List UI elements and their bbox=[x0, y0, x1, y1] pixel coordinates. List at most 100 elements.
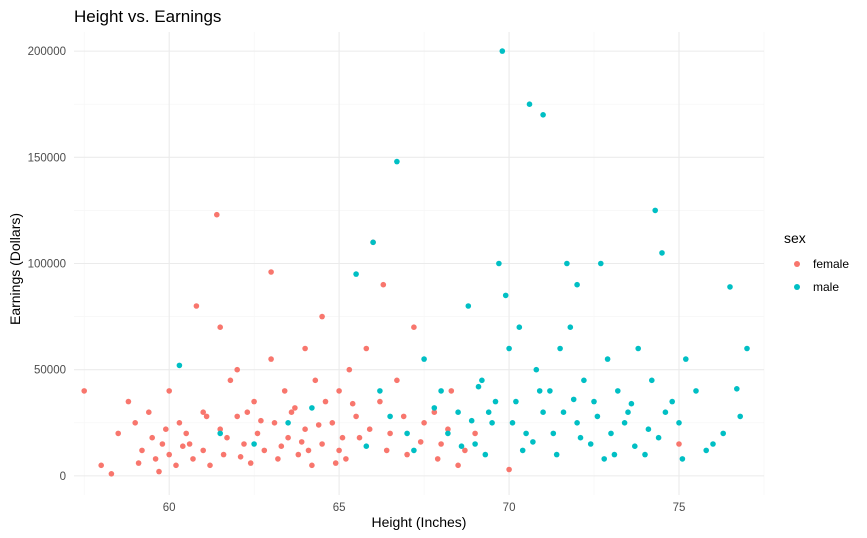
data-point-female bbox=[387, 430, 393, 437]
data-point-female bbox=[203, 413, 210, 420]
data-point-male bbox=[547, 388, 553, 394]
data-point-female bbox=[383, 447, 390, 454]
data-point-female bbox=[322, 398, 329, 405]
data-point-female bbox=[156, 468, 162, 475]
data-point-female bbox=[98, 462, 104, 469]
data-point-male bbox=[431, 405, 438, 411]
data-point-female bbox=[237, 454, 244, 460]
data-point-female bbox=[268, 269, 274, 275]
y-axis-ticks: 0 50000 100000 150000 200000 bbox=[28, 46, 66, 483]
data-point-male bbox=[353, 271, 359, 277]
data-point-male bbox=[744, 345, 750, 352]
data-point-male bbox=[727, 284, 733, 290]
data-point-male bbox=[574, 281, 580, 288]
legend-label-male: male bbox=[813, 280, 839, 294]
data-point-female bbox=[339, 434, 346, 441]
data-point-male bbox=[496, 260, 502, 267]
data-point-male bbox=[604, 356, 611, 362]
data-point-male bbox=[676, 420, 682, 426]
data-point-male bbox=[533, 366, 540, 373]
data-point-female bbox=[261, 447, 268, 454]
data-point-female bbox=[319, 441, 325, 447]
data-point-male bbox=[540, 112, 546, 118]
data-point-male bbox=[404, 430, 410, 437]
data-point-female bbox=[125, 398, 132, 405]
data-point-female bbox=[190, 456, 196, 462]
data-point-female bbox=[455, 462, 461, 469]
data-point-female bbox=[295, 451, 302, 458]
data-point-male bbox=[635, 345, 641, 352]
data-point-male bbox=[679, 456, 686, 462]
data-point-male bbox=[567, 324, 574, 331]
data-point-female bbox=[241, 441, 247, 447]
x-tick-label: 60 bbox=[163, 502, 176, 514]
data-point-female bbox=[431, 409, 438, 416]
x-tick-label: 65 bbox=[333, 502, 346, 514]
data-point-male bbox=[516, 324, 523, 331]
data-point-male bbox=[734, 386, 740, 392]
data-point-female bbox=[445, 426, 451, 433]
x-axis-title: Height (Inches) bbox=[372, 514, 467, 530]
data-point-male bbox=[553, 451, 560, 458]
data-point-male bbox=[526, 101, 533, 107]
data-point-male bbox=[499, 48, 506, 54]
data-point-female bbox=[349, 400, 356, 407]
data-point-male bbox=[574, 420, 580, 426]
data-point-male bbox=[370, 239, 376, 246]
data-point-male bbox=[472, 441, 478, 447]
data-point-male bbox=[659, 250, 665, 256]
data-point-male bbox=[577, 434, 584, 441]
data-point-female bbox=[363, 345, 370, 352]
data-point-male bbox=[506, 345, 512, 352]
data-point-female bbox=[421, 420, 427, 426]
data-point-male bbox=[411, 447, 417, 454]
y-tick-label: 50000 bbox=[34, 365, 66, 377]
legend-key-female bbox=[794, 261, 800, 267]
data-point-female bbox=[152, 456, 159, 462]
data-point-female bbox=[227, 377, 234, 384]
data-point-female bbox=[332, 460, 339, 466]
data-point-male bbox=[669, 398, 675, 405]
data-point-male bbox=[536, 388, 543, 394]
data-point-female bbox=[336, 447, 342, 454]
data-point-female bbox=[217, 324, 223, 331]
data-point-female bbox=[180, 443, 186, 450]
data-point-female bbox=[115, 430, 121, 437]
data-point-female bbox=[163, 426, 169, 433]
data-point-male bbox=[632, 443, 638, 450]
data-point-male bbox=[550, 430, 557, 437]
data-point-male bbox=[621, 420, 628, 426]
grid bbox=[74, 32, 765, 495]
chart-title: Height vs. Earnings bbox=[74, 7, 221, 26]
data-point-female bbox=[220, 451, 227, 458]
data-point-female bbox=[285, 434, 291, 441]
data-point-male bbox=[645, 426, 652, 433]
data-point-female bbox=[346, 366, 353, 373]
data-point-female bbox=[356, 434, 363, 441]
legend-label-female: female bbox=[813, 257, 849, 271]
y-tick-label: 150000 bbox=[28, 152, 66, 164]
data-point-female bbox=[281, 388, 288, 394]
data-point-female bbox=[411, 324, 417, 331]
data-point-male bbox=[421, 356, 427, 362]
legend: sex female male bbox=[784, 230, 849, 294]
data-point-male bbox=[628, 400, 635, 407]
x-axis-ticks: 60 65 70 75 bbox=[163, 502, 686, 514]
data-point-male bbox=[394, 158, 400, 165]
data-point-female bbox=[319, 313, 325, 320]
data-point-male bbox=[458, 443, 465, 450]
data-point-male bbox=[615, 388, 621, 394]
data-point-male bbox=[523, 430, 529, 437]
data-point-female bbox=[166, 451, 172, 458]
data-point-female bbox=[268, 356, 274, 362]
data-point-male bbox=[591, 398, 597, 405]
data-point-female bbox=[193, 303, 200, 309]
data-point-male bbox=[693, 388, 699, 394]
data-point-female bbox=[400, 413, 407, 420]
data-point-male bbox=[560, 409, 567, 416]
data-point-female bbox=[298, 439, 305, 445]
data-point-female bbox=[214, 211, 220, 218]
data-point-female bbox=[366, 426, 373, 433]
data-point-female bbox=[135, 460, 142, 466]
data-point-male bbox=[662, 409, 669, 416]
